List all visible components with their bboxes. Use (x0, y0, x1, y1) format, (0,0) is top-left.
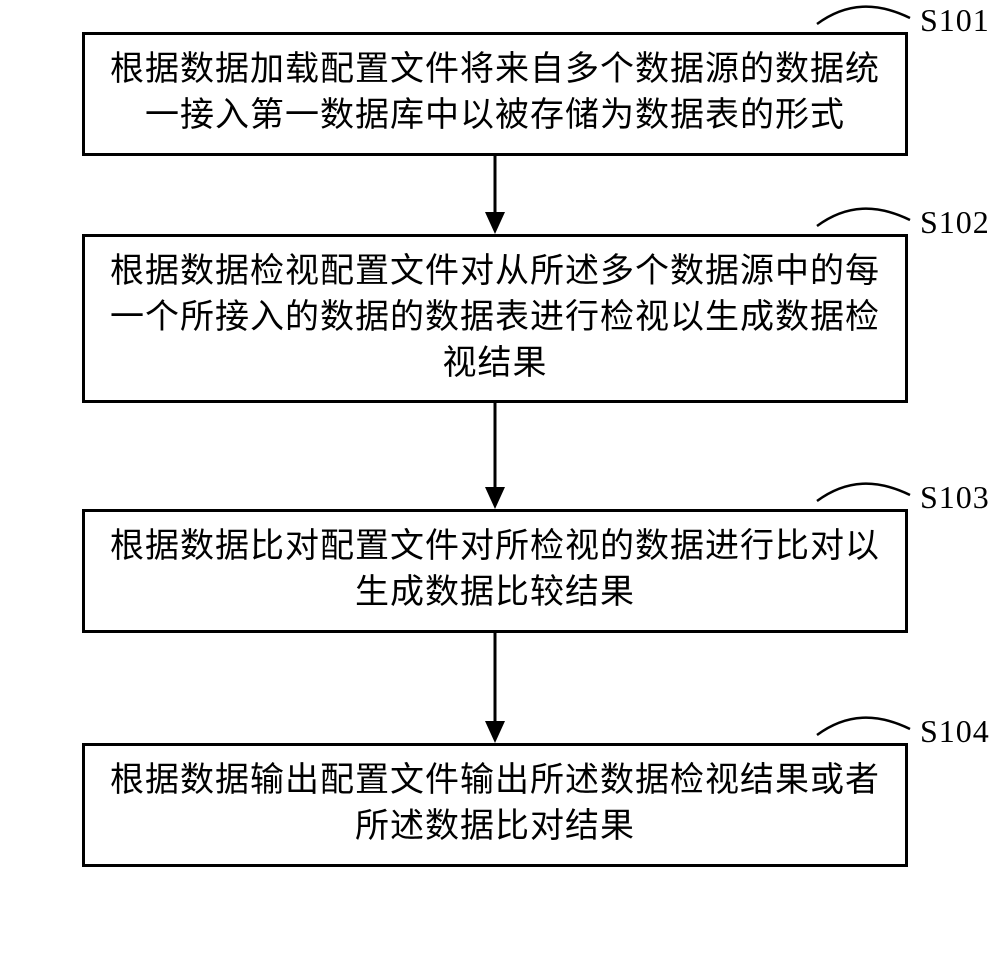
flow-step-s103: S103 根据数据比对配置文件对所检视的数据进行比对以生成数据比较结果 (82, 509, 908, 633)
connector-3-4 (82, 633, 908, 743)
step-box-s102: 根据数据检视配置文件对从所述多个数据源中的每一个所接入的数据的数据表进行检视以生… (82, 234, 908, 404)
flow-step-s104: S104 根据数据输出配置文件输出所述数据检视结果或者所述数据比对结果 (82, 743, 908, 867)
step-label-s101: S101 (920, 2, 990, 39)
step-label-s103: S103 (920, 479, 990, 516)
arrow-3-4 (82, 633, 908, 743)
step-label-s102: S102 (920, 204, 990, 241)
step-label-s104: S104 (920, 713, 990, 750)
connector-1-2 (82, 156, 908, 234)
step-box-s101: 根据数据加载配置文件将来自多个数据源的数据统一接入第一数据库中以被存储为数据表的… (82, 32, 908, 156)
flow-step-s102: S102 根据数据检视配置文件对从所述多个数据源中的每一个所接入的数据的数据表进… (82, 234, 908, 404)
step-text-s104: 根据数据输出配置文件输出所述数据检视结果或者所述数据比对结果 (110, 762, 880, 845)
flow-step-s101: S101 根据数据加载配置文件将来自多个数据源的数据统一接入第一数据库中以被存储… (82, 32, 908, 156)
connector-2-3 (82, 403, 908, 509)
arrow-1-2 (82, 156, 908, 234)
step-text-s101: 根据数据加载配置文件将来自多个数据源的数据统一接入第一数据库中以被存储为数据表的… (110, 51, 880, 134)
step-box-s104: 根据数据输出配置文件输出所述数据检视结果或者所述数据比对结果 (82, 743, 908, 867)
step-text-s103: 根据数据比对配置文件对所检视的数据进行比对以生成数据比较结果 (110, 528, 880, 611)
flowchart-container: S101 根据数据加载配置文件将来自多个数据源的数据统一接入第一数据库中以被存储… (82, 32, 908, 867)
step-box-s103: 根据数据比对配置文件对所检视的数据进行比对以生成数据比较结果 (82, 509, 908, 633)
arrow-2-3 (82, 403, 908, 509)
step-text-s102: 根据数据检视配置文件对从所述多个数据源中的每一个所接入的数据的数据表进行检视以生… (110, 253, 880, 382)
